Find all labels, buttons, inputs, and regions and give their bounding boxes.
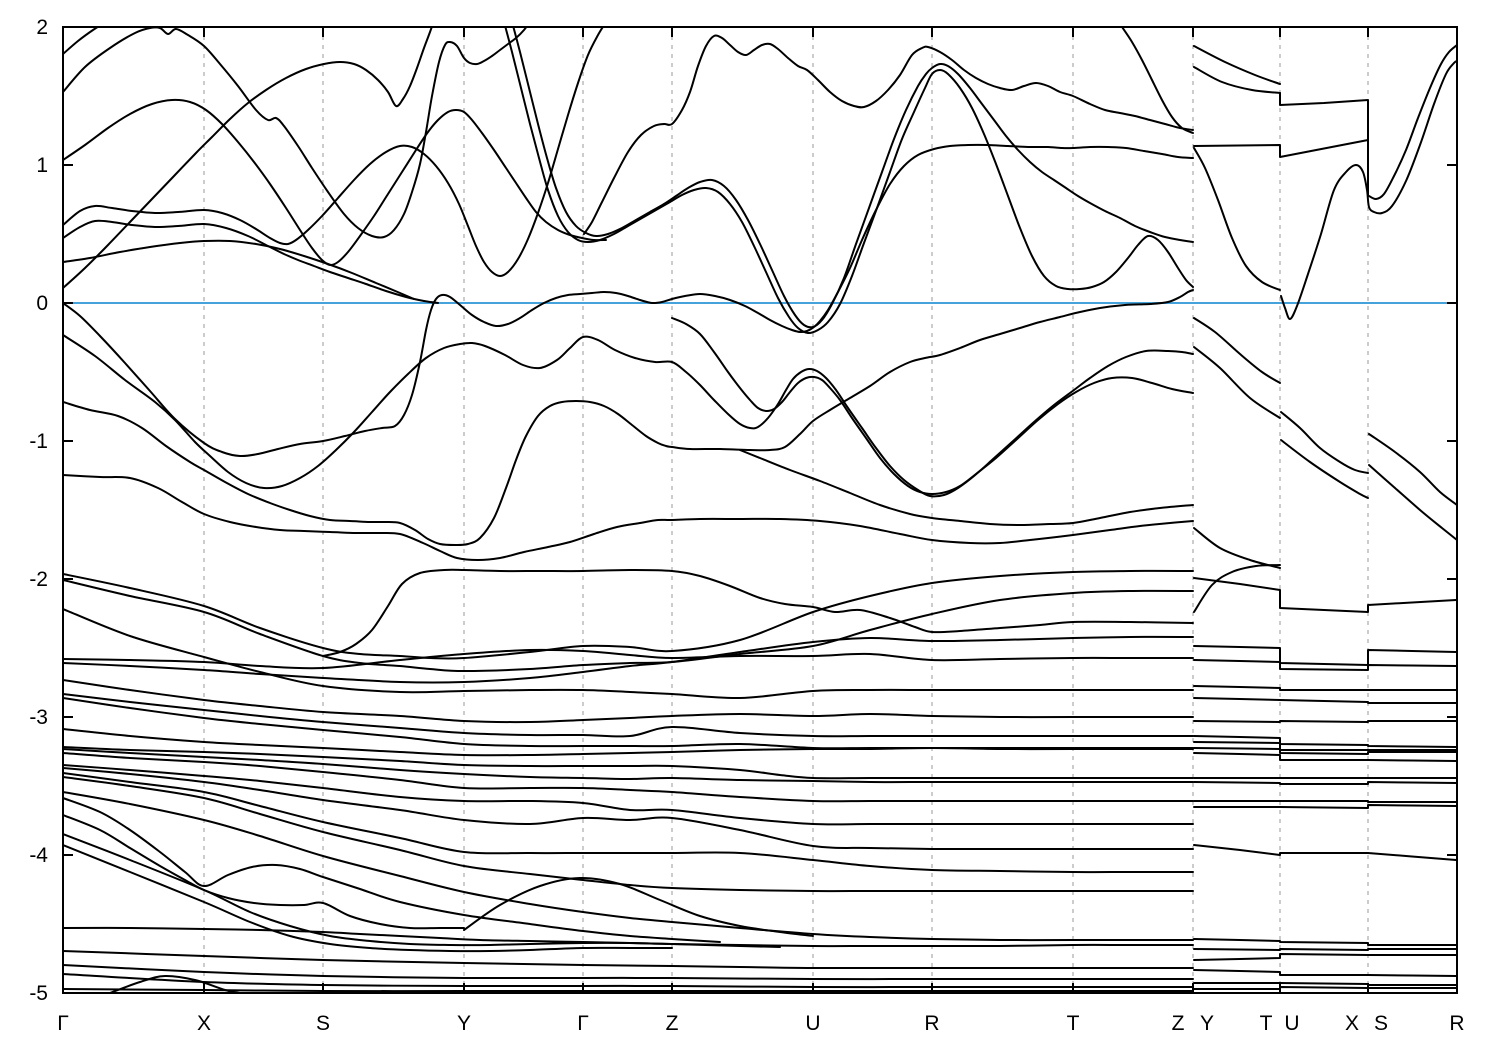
- svg-text:R: R: [924, 1012, 939, 1035]
- svg-text:Z: Z: [666, 1012, 679, 1035]
- svg-text:Z: Z: [1172, 1012, 1185, 1035]
- svg-text:Γ: Γ: [577, 1012, 589, 1035]
- svg-text:X: X: [1345, 1012, 1359, 1035]
- svg-text:T: T: [1067, 1012, 1080, 1035]
- svg-text:-1: -1: [29, 430, 48, 453]
- svg-text:1: 1: [36, 154, 48, 177]
- svg-text:S: S: [1374, 1012, 1388, 1035]
- svg-text:0: 0: [36, 292, 48, 315]
- svg-text:-5: -5: [29, 982, 48, 1005]
- svg-text:T: T: [1260, 1012, 1273, 1035]
- svg-text:Y: Y: [1200, 1012, 1214, 1035]
- svg-text:R: R: [1449, 1012, 1464, 1035]
- svg-text:U: U: [805, 1012, 820, 1035]
- svg-text:U: U: [1284, 1012, 1299, 1035]
- svg-text:2: 2: [36, 16, 48, 39]
- svg-text:Y: Y: [457, 1012, 471, 1035]
- svg-text:S: S: [316, 1012, 330, 1035]
- svg-text:-4: -4: [29, 844, 48, 867]
- svg-text:-3: -3: [29, 706, 48, 729]
- svg-text:Γ: Γ: [57, 1012, 69, 1035]
- svg-text:X: X: [197, 1012, 211, 1035]
- svg-text:-2: -2: [29, 568, 48, 591]
